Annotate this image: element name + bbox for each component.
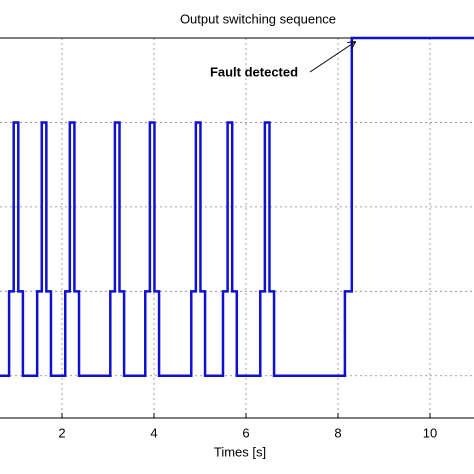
x-tick-label: 2 [58,425,65,440]
annotation-arrow [309,42,355,73]
x-axis-label: Times [s] [214,444,266,459]
x-tick-label: 8 [334,425,341,440]
annotation: Fault detected [210,64,298,79]
line-series [0,36,474,378]
x-tick-label: 4 [150,425,157,440]
x-tick-label: 6 [242,425,249,440]
chart-title: Output switching sequence [180,11,336,26]
plot-area: 2 4 6 8 10 [0,36,474,440]
axes-box [0,37,474,419]
x-tick-label: 10 [423,425,437,440]
